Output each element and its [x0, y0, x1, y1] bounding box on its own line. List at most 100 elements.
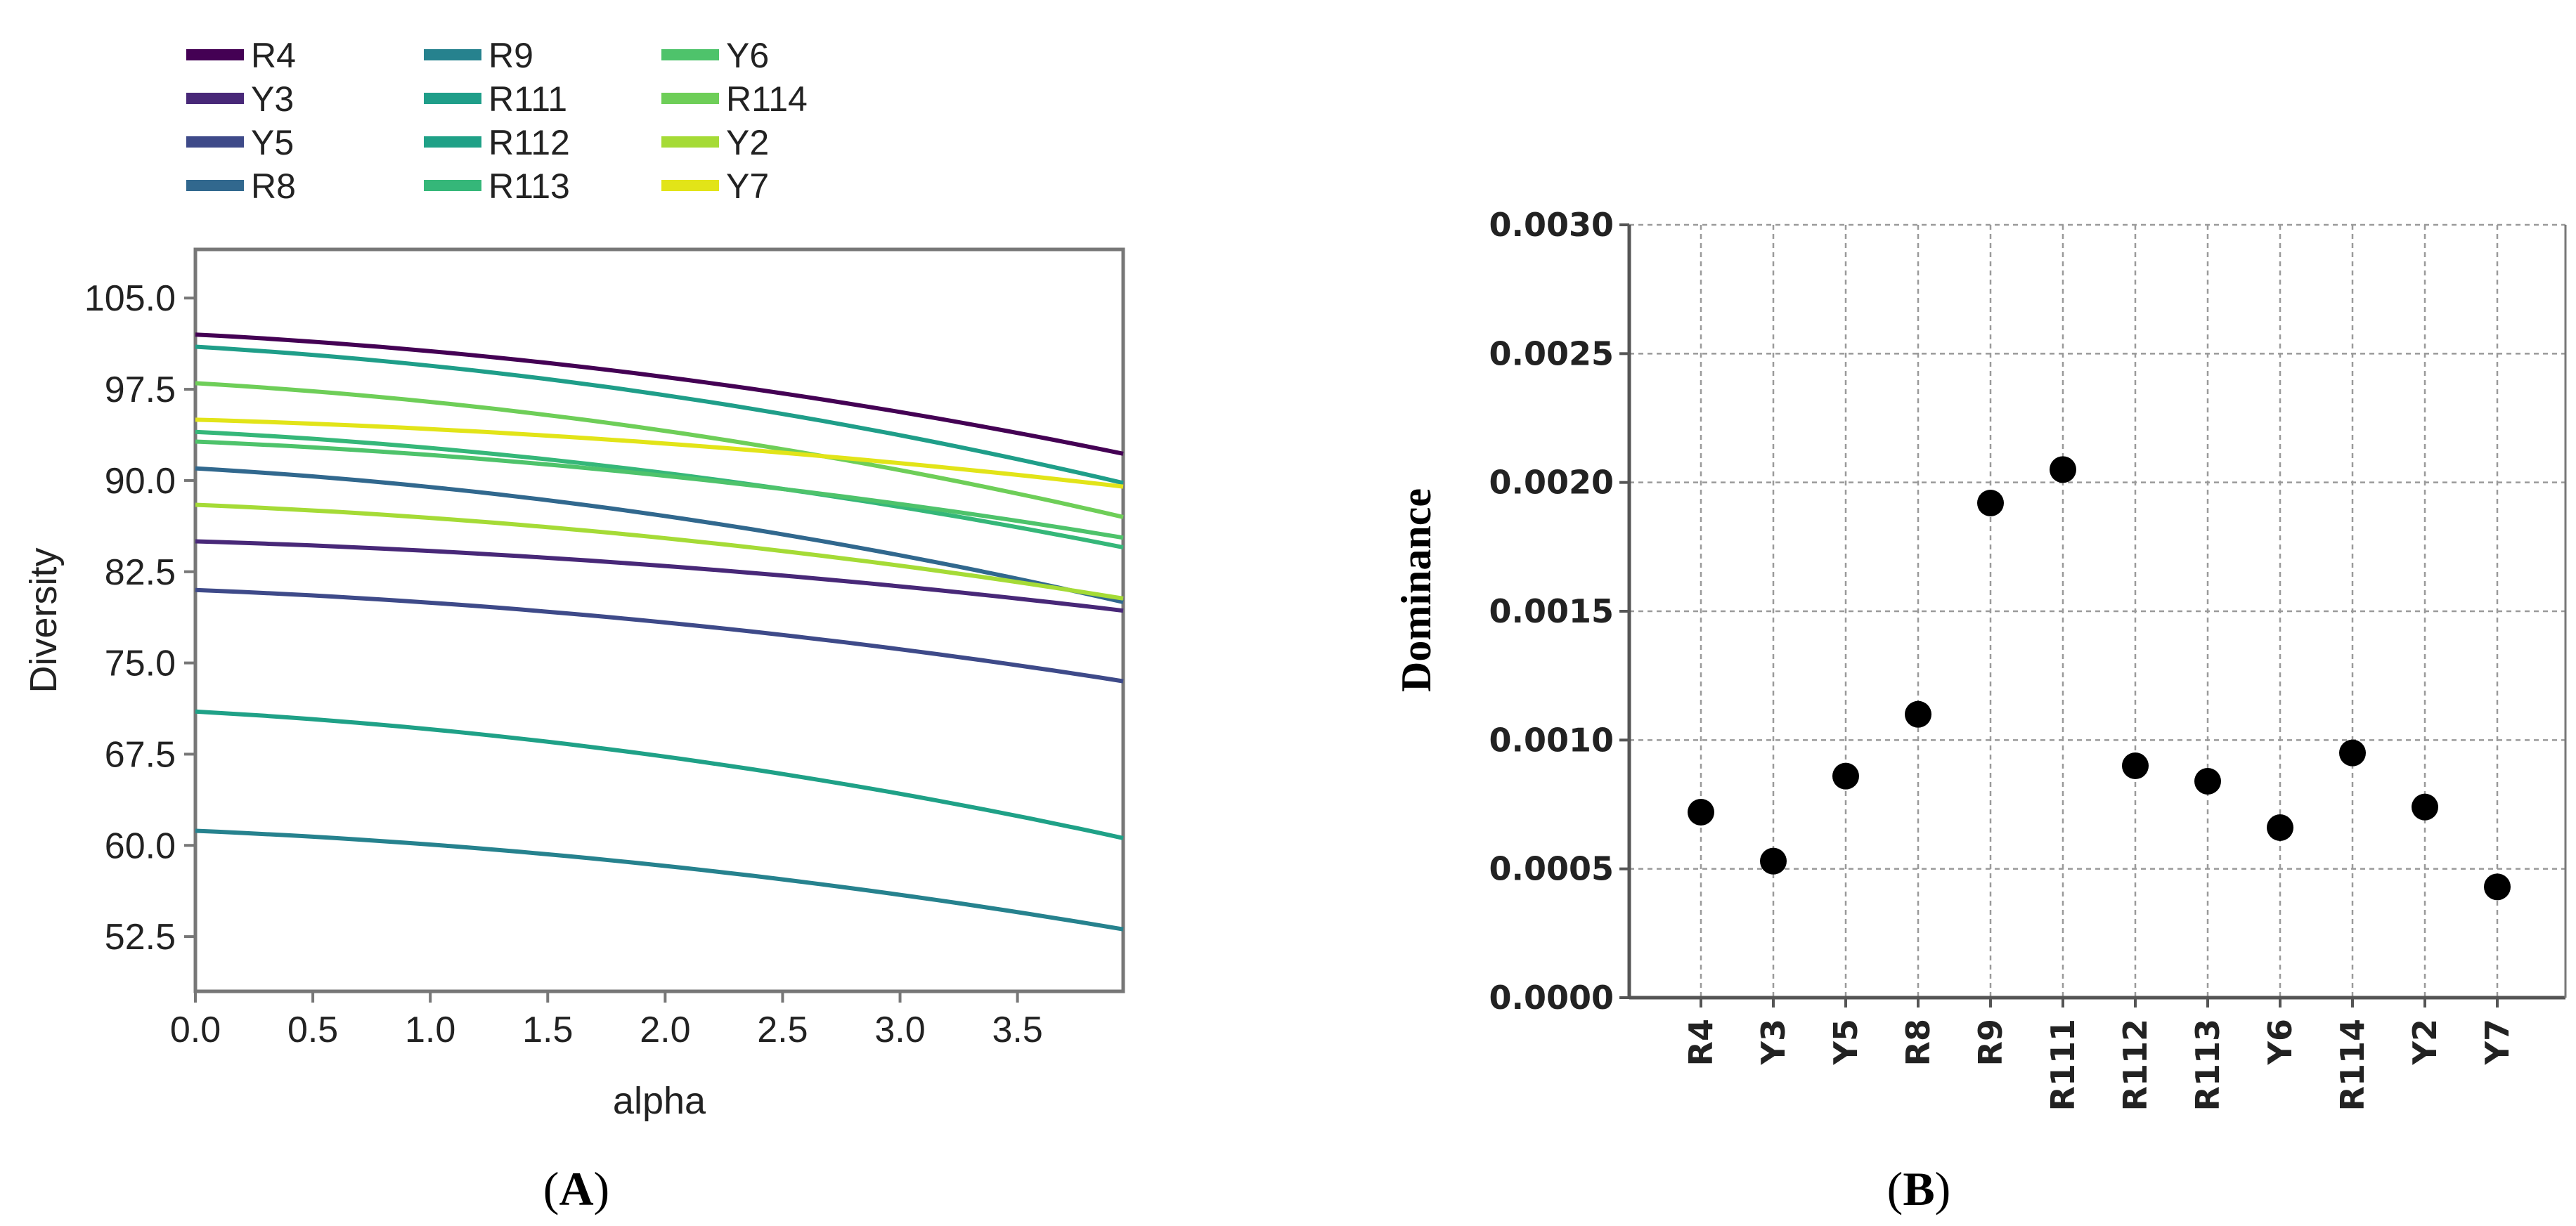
legend-entry-r9: R9	[424, 36, 533, 75]
panel-a-x-axis-label: alpha	[613, 1080, 706, 1122]
legend-label: Y6	[726, 36, 769, 75]
legend-entry-y3: Y3	[186, 79, 294, 119]
y-tick-label: 67.5	[105, 734, 176, 775]
series-line-r8	[195, 466, 1124, 604]
panel-a-label: (A)	[543, 1162, 609, 1215]
x-tick-label-r8: R8	[1899, 1019, 1937, 1066]
legend-entry-r113: R113	[424, 167, 570, 206]
y-tick-label: 60.0	[105, 826, 176, 866]
panel-a-y-axis-label: Diversity	[22, 547, 65, 693]
series-line-y2	[195, 502, 1124, 601]
y-tick-label: 82.5	[105, 552, 176, 593]
legend-label: R113	[488, 167, 570, 206]
panel-b-y-axis-label: Dominance	[1393, 488, 1439, 692]
x-tick-label-y5: Y5	[1827, 1019, 1865, 1065]
data-point-r113	[2194, 768, 2221, 795]
y-tick-label: 0.0000	[1489, 979, 1614, 1017]
series-line-r114	[195, 381, 1124, 519]
y-tick-label: 0.0025	[1489, 334, 1614, 372]
series-line-r112	[195, 709, 1124, 840]
legend-swatch	[186, 180, 244, 191]
legend-swatch	[424, 136, 481, 148]
panel-b-points	[1688, 456, 2511, 901]
x-tick-label: 0.0	[170, 1010, 221, 1050]
legend-label: R8	[251, 167, 296, 206]
y-tick-label: 105.0	[84, 278, 176, 319]
legend-label: Y2	[726, 123, 769, 162]
x-tick-label: 2.0	[640, 1010, 690, 1050]
legend-entry-y2: Y2	[661, 123, 769, 162]
y-tick-label: 75.0	[105, 644, 176, 684]
panel-b-scatter-chart: 0.0000 0.0005 0.0010 0.0015 0.0020 0.0025 0.00…	[1393, 206, 2567, 1215]
x-tick-label-y3: Y3	[1754, 1019, 1792, 1065]
legend-label: R9	[488, 36, 533, 75]
x-tick-label: 3.0	[874, 1010, 925, 1050]
legend-swatch	[186, 49, 244, 60]
legend-entry-r111: R111	[424, 79, 567, 119]
legend-swatch	[424, 49, 481, 60]
series-line-r113	[195, 429, 1124, 550]
legend-swatch	[186, 93, 244, 104]
series-line-y3	[195, 539, 1124, 613]
x-tick-label-r112: R112	[2116, 1019, 2154, 1111]
panel-a-series	[195, 332, 1124, 932]
legend-entry-y5: Y5	[186, 123, 294, 162]
x-tick-label-y7: Y7	[2478, 1019, 2516, 1065]
y-tick-label: 0.0005	[1489, 850, 1614, 888]
panel-b-label: (B)	[1887, 1162, 1951, 1215]
x-tick-label-r9: R9	[1972, 1019, 2009, 1066]
y-tick-label: 0.0015	[1489, 592, 1614, 630]
data-point-y3	[1760, 847, 1787, 875]
legend-swatch	[424, 180, 481, 191]
series-line-r9	[195, 828, 1124, 932]
data-point-y6	[2267, 814, 2293, 841]
legend-entry-r4: R4	[186, 36, 296, 75]
panel-b-grid	[1629, 223, 2565, 998]
data-point-r111	[2050, 456, 2076, 483]
legend-label: Y5	[251, 123, 294, 162]
legend-swatch	[424, 93, 481, 104]
legend-swatch	[186, 136, 244, 148]
legend-swatch	[661, 49, 719, 60]
legend-entry-r114: R114	[661, 79, 808, 119]
data-point-y5	[1832, 762, 1859, 790]
x-tick-label: 1.0	[405, 1010, 455, 1050]
panel-a-legend: R4 Y3 Y5 R8 R9 R111 R112 R113 Y6 R114 Y2 Y7	[186, 36, 808, 206]
x-tick-label: 3.5	[992, 1010, 1042, 1050]
y-tick-label: 0.0020	[1489, 464, 1614, 502]
legend-label: R114	[726, 79, 808, 119]
y-tick-label: 90.0	[105, 461, 176, 502]
series-line-y6	[195, 439, 1124, 540]
legend-label: Y7	[726, 167, 769, 206]
y-tick-label: 0.0010	[1489, 721, 1614, 759]
x-tick-label-r111: R111	[2044, 1019, 2082, 1111]
legend-swatch	[661, 180, 719, 191]
panel-a-ticks: 0.0 0.5 1.0 1.5 2.0 2.5 3.0 3.5 52.5 60.0 67.5 75.0…	[84, 278, 1043, 1050]
x-tick-label: 2.5	[757, 1010, 808, 1050]
data-point-r4	[1688, 799, 1714, 826]
x-tick-label-y2: Y2	[2406, 1019, 2444, 1065]
panel-a-line-chart: R4 Y3 Y5 R8 R9 R111 R112 R113 Y6 R114 Y2 Y7 0.0 0.5 1…	[22, 36, 1125, 1215]
x-tick-label: 0.5	[287, 1010, 338, 1050]
legend-entry-r112: R112	[424, 123, 570, 162]
legend-swatch	[661, 136, 719, 148]
series-line-r111	[195, 344, 1124, 485]
legend-label: R111	[488, 79, 567, 119]
x-tick-label-r114: R114	[2334, 1019, 2371, 1111]
x-tick-label-r113: R113	[2189, 1019, 2227, 1111]
data-point-r9	[1977, 490, 2004, 516]
legend-label: R112	[488, 123, 570, 162]
data-point-r112	[2122, 752, 2149, 779]
y-tick-label: 97.5	[105, 370, 176, 410]
series-line-y5	[195, 587, 1124, 684]
legend-entry-y7: Y7	[661, 167, 769, 206]
x-tick-label-y6: Y6	[2261, 1019, 2299, 1065]
legend-swatch	[661, 93, 719, 104]
legend-label: Y3	[251, 79, 294, 119]
legend-entry-r8: R8	[186, 167, 296, 206]
series-line-r4	[195, 332, 1124, 456]
data-point-y7	[2484, 873, 2511, 901]
x-tick-label-r4: R4	[1682, 1019, 1720, 1066]
legend-label: R4	[251, 36, 296, 75]
